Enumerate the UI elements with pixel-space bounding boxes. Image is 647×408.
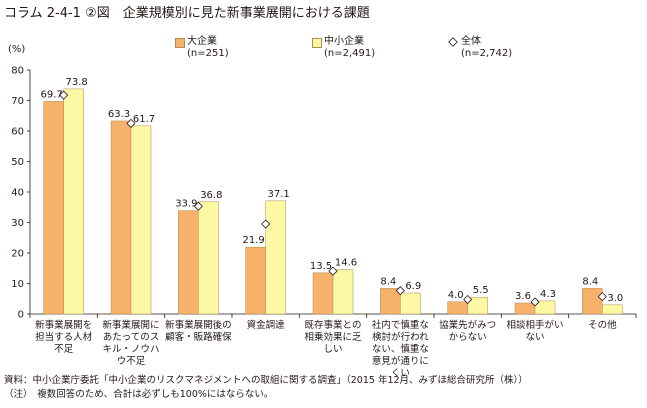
data-label-sme: 4.3 bbox=[540, 289, 556, 300]
y-tick-label: 70 bbox=[11, 96, 24, 107]
x-category-label: あたってのス bbox=[103, 332, 160, 343]
x-category-label: 社内で慎重な bbox=[372, 319, 429, 331]
footnotes: 資料：中小企業庁委託「中小企業のリスクマネジメントへの取組に関する調査」（201… bbox=[4, 374, 528, 402]
data-label-sme: 37.1 bbox=[268, 189, 290, 200]
y-tick-label: 50 bbox=[11, 157, 24, 168]
data-label-large-enterprise: 8.4 bbox=[380, 276, 396, 287]
data-label-sme: 73.8 bbox=[66, 77, 88, 88]
x-category-label: 相談相手がい bbox=[506, 319, 563, 331]
legend-name-large: 大企業 bbox=[187, 36, 217, 47]
bar-large-enterprise bbox=[582, 288, 603, 315]
x-category-label: ない、慎重な bbox=[372, 343, 429, 355]
x-category-label: 意見が通りに bbox=[372, 355, 429, 367]
bar-sme bbox=[602, 304, 623, 315]
marker-overall bbox=[261, 219, 271, 229]
bar-large-enterprise bbox=[178, 210, 199, 315]
x-category-label: ウ不足 bbox=[117, 356, 146, 367]
bar-large-enterprise bbox=[245, 246, 266, 315]
data-label-large-enterprise: 33.9 bbox=[175, 199, 197, 210]
data-label-sme: 6.9 bbox=[405, 281, 421, 292]
x-category-label: 新事業展開後の bbox=[165, 319, 232, 331]
bar-sme bbox=[534, 300, 556, 315]
legend-item-sme: 中小企業 (n=2,491) bbox=[312, 36, 376, 60]
legend-swatch-large bbox=[175, 38, 185, 48]
marker-overall bbox=[59, 90, 69, 100]
bar-sme bbox=[400, 292, 421, 315]
data-label-sme: 5.5 bbox=[473, 285, 489, 296]
bar-sme bbox=[130, 125, 152, 315]
data-label-sme: 3.0 bbox=[607, 293, 623, 304]
legend-n-all: (n=2,742) bbox=[461, 48, 513, 59]
y-tick-label: 20 bbox=[11, 249, 24, 260]
bar-sme bbox=[265, 200, 286, 315]
data-label-large-enterprise: 3.6 bbox=[515, 291, 531, 302]
diamond-marker-icon bbox=[448, 37, 458, 47]
x-category-label: 相乗効果に乏 bbox=[304, 331, 362, 343]
x-category-label: 資金調達 bbox=[247, 319, 286, 331]
x-category-label: くい bbox=[391, 368, 410, 379]
marker-overall bbox=[126, 118, 136, 128]
legend-n-sme: (n=2,491) bbox=[324, 48, 376, 59]
y-tick-label: 30 bbox=[11, 218, 24, 229]
data-label-large-enterprise: 13.5 bbox=[310, 261, 332, 272]
y-tick-label: 10 bbox=[11, 279, 24, 290]
x-category-label: 既存事業との bbox=[305, 319, 362, 331]
x-category-label: 協業先がみつ bbox=[439, 319, 496, 331]
data-label-sme: 36.8 bbox=[200, 190, 222, 201]
x-category-label: キル・ノウハ bbox=[102, 344, 159, 355]
x-category-label: 検討が行われ bbox=[372, 331, 429, 343]
marker-overall bbox=[193, 201, 203, 211]
chart-title: コラム 2-4-1 ②図 企業規模別に見た新事業展開における課題 bbox=[4, 6, 370, 21]
bar-sme bbox=[198, 201, 219, 315]
data-label-large-enterprise: 21.9 bbox=[243, 235, 265, 246]
bar-large-enterprise bbox=[447, 301, 468, 315]
legend-swatch-sme bbox=[312, 38, 322, 48]
bar-sme bbox=[63, 88, 84, 315]
legend-name-sme: 中小企業 bbox=[324, 36, 364, 47]
annotation-note: （注） 複数回答のため、合計は必ずしも100%にはならない。 bbox=[4, 389, 274, 400]
data-label-sme: 14.6 bbox=[335, 257, 357, 268]
x-category-label: ない bbox=[525, 332, 544, 343]
legend-item-all: 全体 (n=2,742) bbox=[448, 36, 513, 60]
bar-large-enterprise bbox=[110, 120, 132, 315]
x-category-label: 担当する人材 bbox=[35, 331, 93, 343]
data-label-large-enterprise: 69.7 bbox=[41, 89, 63, 100]
bar-sme bbox=[467, 296, 488, 315]
x-category-label: 不足 bbox=[54, 344, 74, 355]
data-label-sme: 61.7 bbox=[133, 114, 155, 125]
legend-item-large: 大企業 (n=251) bbox=[175, 36, 229, 60]
x-category-label: 顧客・販路確保 bbox=[165, 331, 232, 343]
bar-large-enterprise bbox=[514, 302, 536, 315]
bar-sme bbox=[332, 269, 354, 315]
data-label-large-enterprise: 8.4 bbox=[582, 276, 598, 287]
y-tick-label: 60 bbox=[11, 127, 24, 138]
y-axis-unit-label: (%) bbox=[8, 44, 26, 55]
x-category-label: 新事業展開に bbox=[102, 319, 159, 331]
x-category-label: 新事業展開を bbox=[35, 319, 92, 331]
bar-large-enterprise bbox=[43, 101, 64, 315]
x-category-label: その他 bbox=[588, 319, 617, 331]
legend-name-all: 全体 bbox=[461, 36, 481, 47]
chart-legend: 大企業 (n=251) 中小企業 (n=2,491) 全体 (n=2,742) bbox=[0, 36, 647, 66]
data-label-large-enterprise: 4.0 bbox=[448, 290, 464, 301]
bar-large-enterprise bbox=[312, 272, 334, 315]
y-tick-label: 0 bbox=[18, 310, 24, 321]
y-tick-label: 80 bbox=[11, 66, 24, 77]
x-category-label: からない bbox=[449, 332, 487, 343]
data-label-large-enterprise: 63.3 bbox=[108, 109, 130, 120]
source-note: 資料：中小企業庁委託「中小企業のリスクマネジメントへの取組に関する調査」（201… bbox=[4, 375, 528, 386]
y-tick-label: 40 bbox=[11, 188, 24, 199]
legend-n-large: (n=251) bbox=[187, 48, 229, 59]
marker-overall bbox=[530, 297, 540, 307]
marker-overall bbox=[395, 286, 405, 296]
marker-overall bbox=[328, 266, 338, 276]
marker-overall bbox=[597, 292, 607, 302]
marker-overall bbox=[463, 294, 473, 305]
x-category-label: しい bbox=[323, 344, 342, 355]
